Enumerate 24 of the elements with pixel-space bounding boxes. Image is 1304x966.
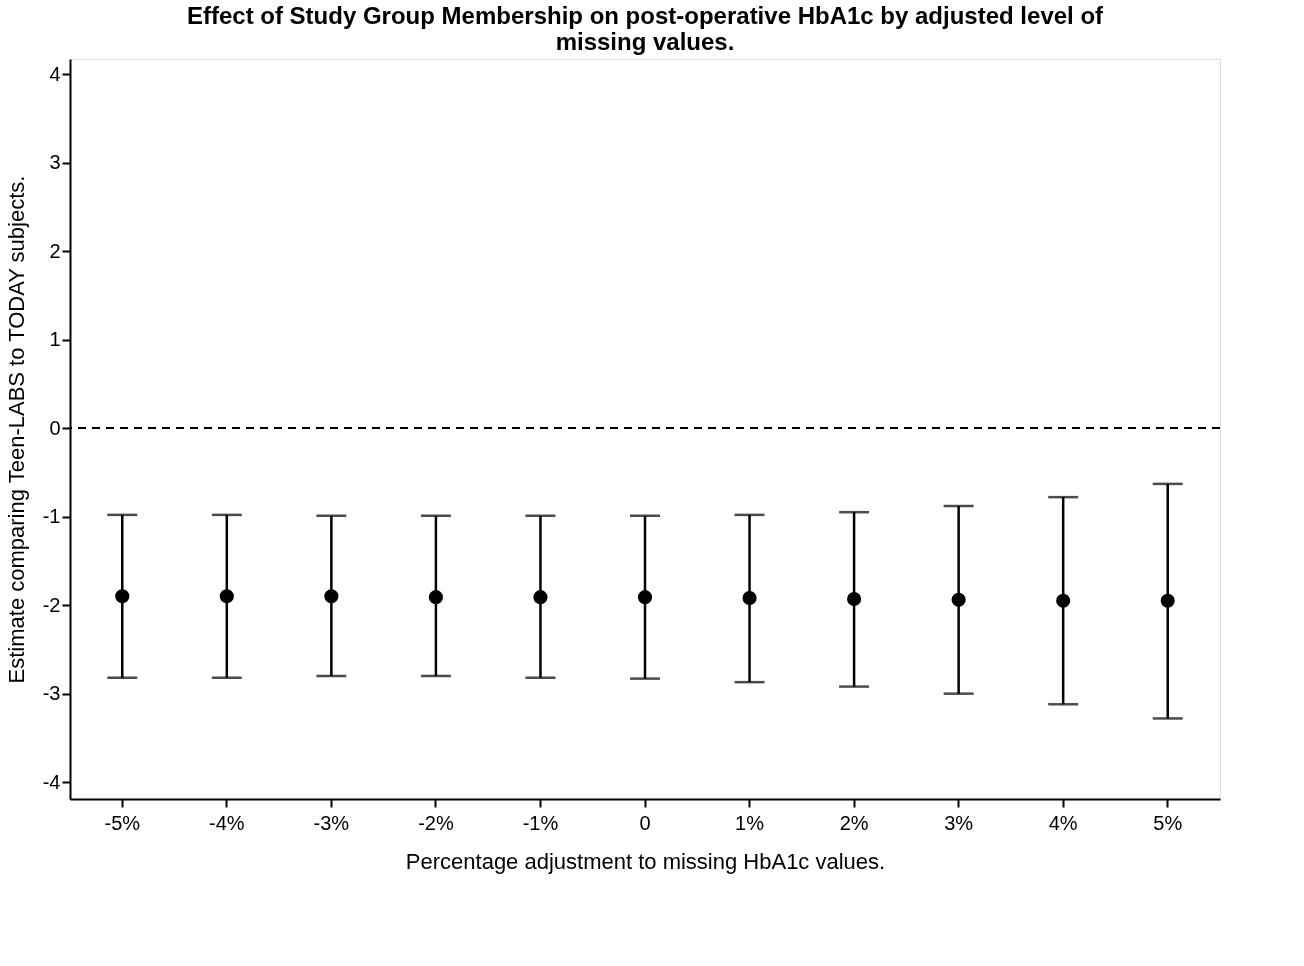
x-tick-label: 4% xyxy=(1048,811,1078,834)
x-tick-label: 1% xyxy=(735,811,765,834)
y-tick-label: 0 xyxy=(49,416,61,439)
y-tick-label: 3 xyxy=(49,151,61,174)
y-tick-label: 1 xyxy=(49,328,61,351)
x-tick-label: 2% xyxy=(839,811,869,834)
y-tick-label: -2 xyxy=(42,593,61,616)
y-tick-label: -1 xyxy=(42,505,61,528)
x-tick-label: -4% xyxy=(209,811,245,834)
x-tick-label: -3% xyxy=(313,811,350,834)
y-tick-label: -3 xyxy=(42,682,61,705)
x-tick-label: -1% xyxy=(522,811,559,834)
y-tick-label: 2 xyxy=(49,239,61,262)
y-tick-label: -4 xyxy=(42,770,61,793)
x-tick-label: -5% xyxy=(104,811,141,834)
text: Effect of Study Group Membership on post-operative HbA1c by adjusted level of xyxy=(186,2,1104,29)
text: missing values. xyxy=(555,28,735,55)
x-tick-label: -2% xyxy=(418,811,454,834)
x-tick-label: 0 xyxy=(639,811,651,834)
x-tick-label: 5% xyxy=(1153,811,1183,834)
y-tick-label: 4 xyxy=(49,62,61,85)
x-tick-label: 3% xyxy=(944,811,974,834)
x-axis-title: Percentage adjustment to missing HbA1c values. xyxy=(405,848,886,874)
y-axis-title: Estimate comparing Teen-LABS to TODAY subjects. xyxy=(3,175,29,684)
